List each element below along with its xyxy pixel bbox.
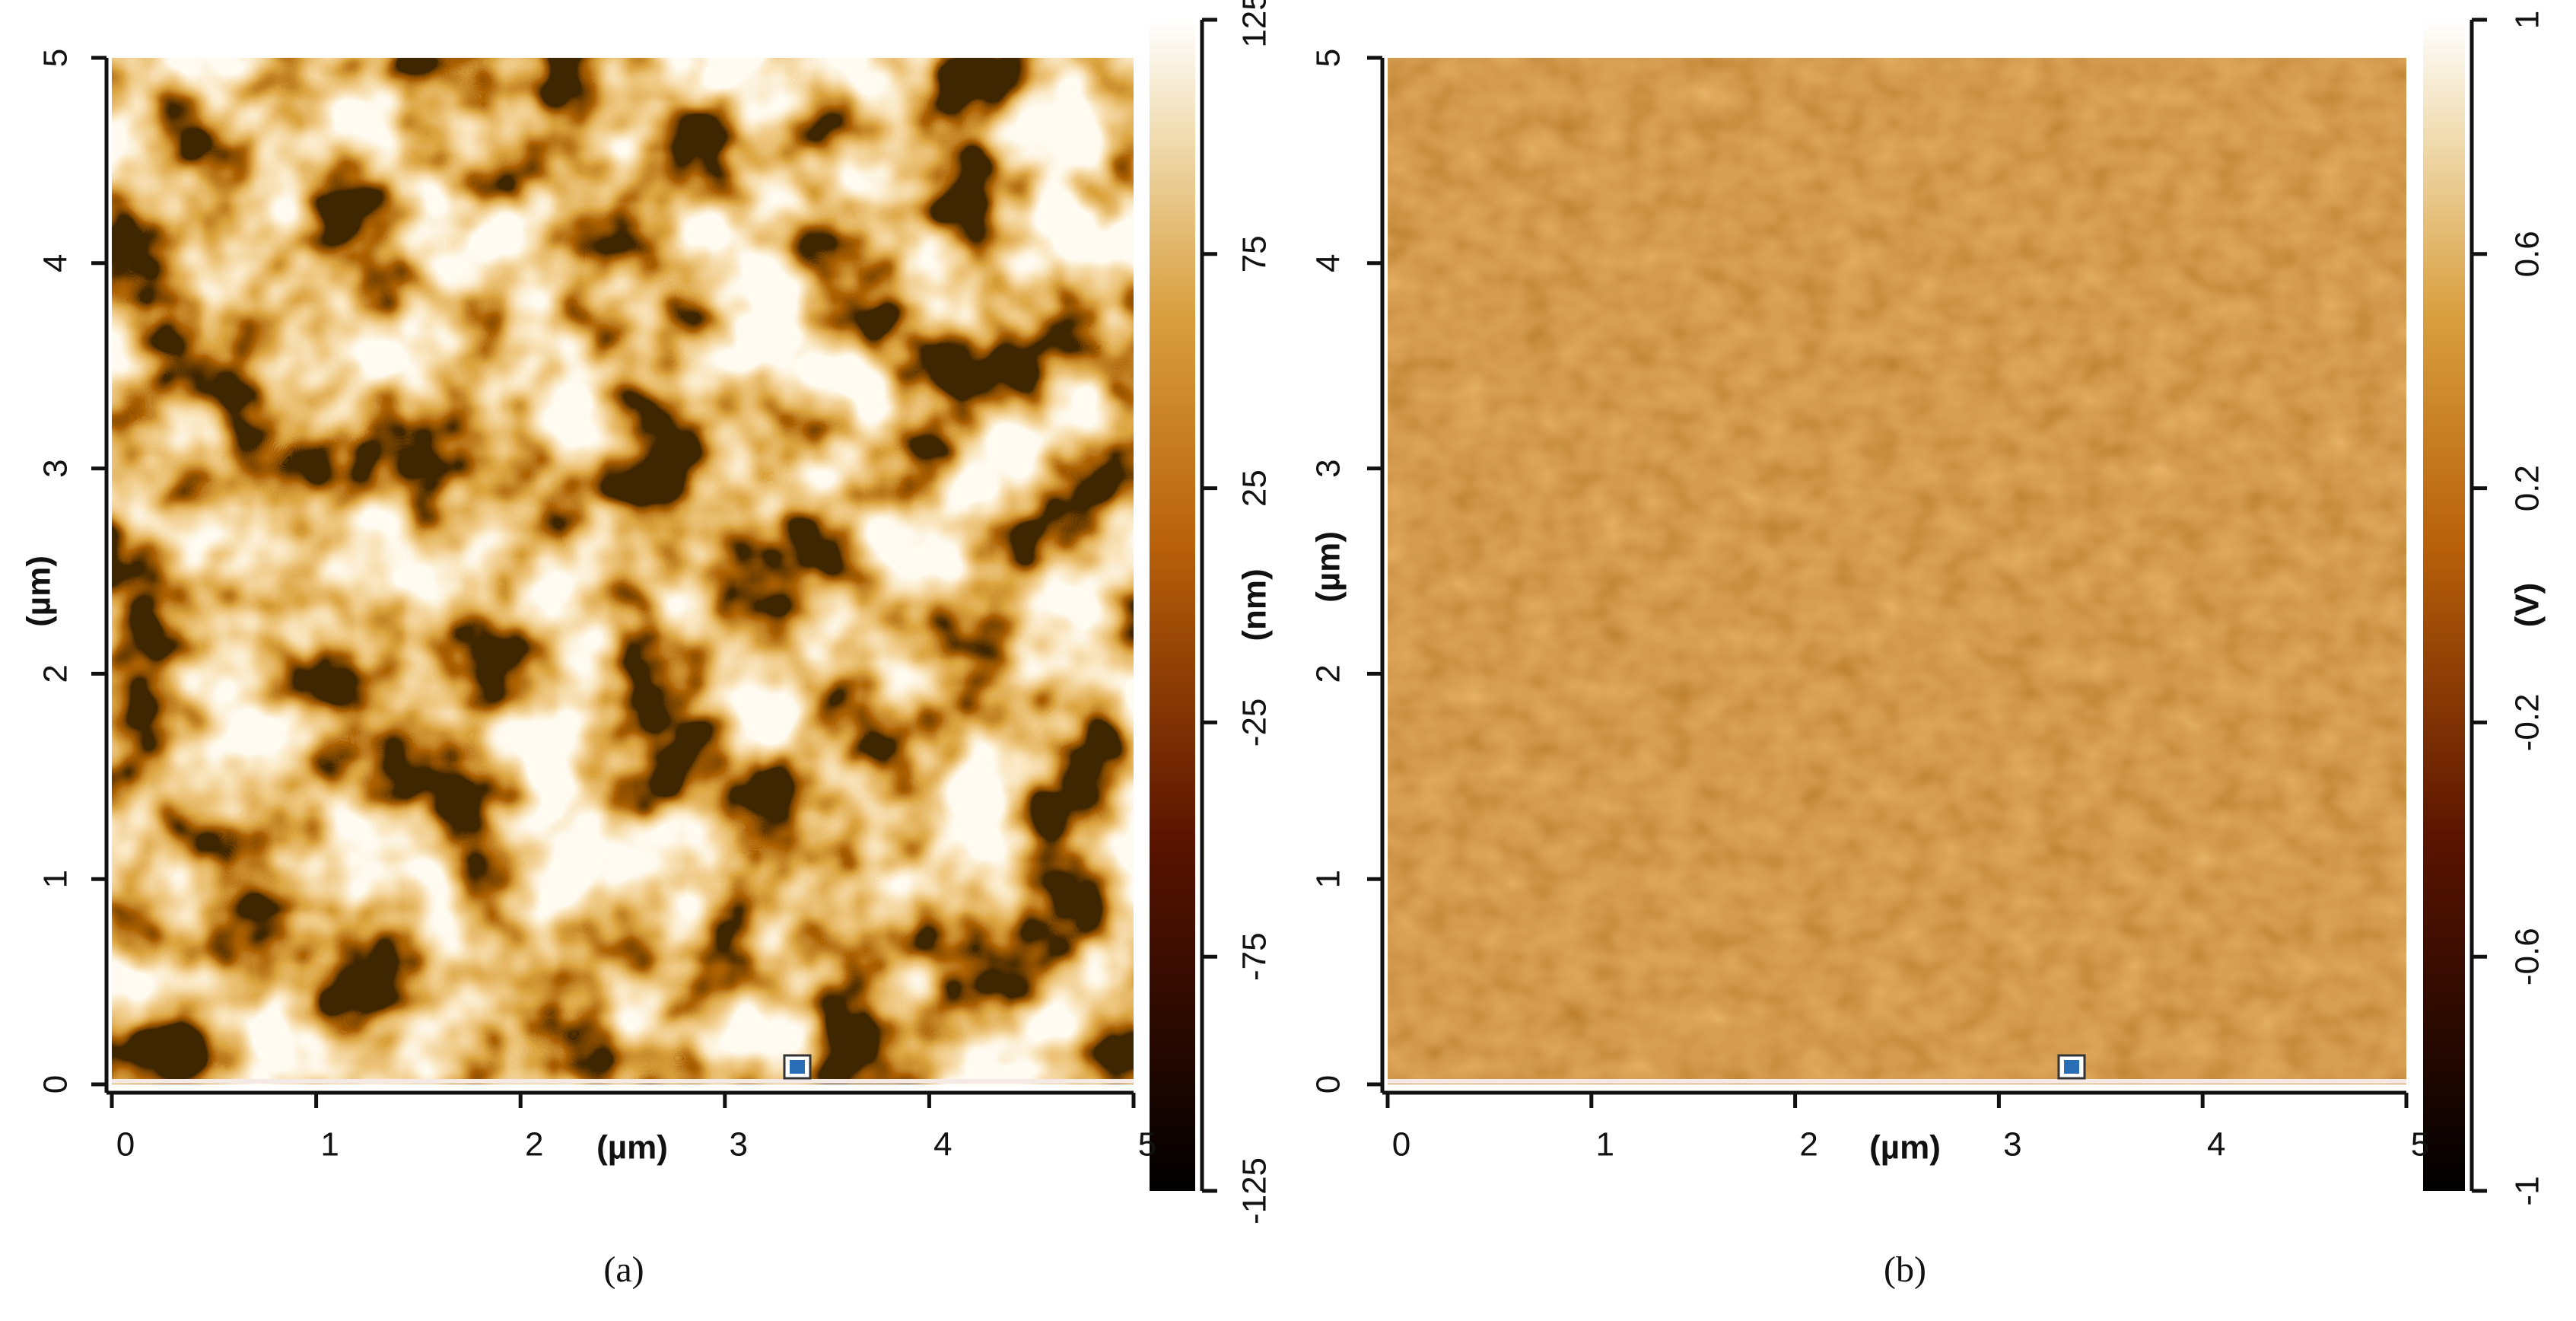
topography-image (112, 58, 1134, 1084)
colorbar-tick-label: -0.2 (2509, 693, 2546, 751)
colorbar-label: (V) (2509, 583, 2546, 628)
y-tick-label: 3 (1310, 459, 1347, 477)
potential-image (1388, 58, 2406, 1084)
y-tick-label: 0 (37, 1075, 75, 1093)
colorbar-tick-label: -75 (1236, 932, 1274, 981)
marker (783, 1054, 812, 1080)
scan-edge (1388, 1079, 2406, 1084)
x-axis-label: (µm) (596, 1129, 668, 1167)
x-tick-label: 2 (1799, 1126, 1818, 1163)
y-tick-label: 1 (37, 870, 75, 888)
colorbar-label: (nm) (1236, 568, 1274, 641)
y-tick-label: 3 (37, 459, 75, 477)
colorbar (1150, 20, 1195, 1191)
x-tick-label: 3 (730, 1126, 748, 1163)
colorbar-tick-label: 0.6 (2509, 231, 2546, 277)
y-axis-label: (µm) (21, 555, 58, 627)
scan-edge (112, 1079, 1134, 1084)
y-tick-label: 5 (1310, 49, 1347, 67)
x-tick-label: 2 (525, 1126, 543, 1163)
y-tick-label: 2 (1310, 664, 1347, 683)
colorbar-tick-label: 0.2 (2509, 465, 2546, 511)
y-tick-label: 4 (37, 254, 75, 272)
colorbar-tick-label: -1 (2509, 1176, 2546, 1205)
x-tick-label: 5 (1138, 1126, 1156, 1163)
x-tick-label: 0 (116, 1126, 135, 1163)
panel-caption: (a) (603, 1249, 644, 1290)
x-tick-label: 5 (2411, 1126, 2429, 1163)
x-tick-label: 0 (1392, 1126, 1410, 1163)
y-tick-label: 1 (1310, 870, 1347, 888)
x-tick-label: 4 (933, 1126, 952, 1163)
panel-caption: (b) (1884, 1249, 1926, 1290)
y-tick-label: 2 (37, 664, 75, 683)
y-tick-label: 5 (37, 49, 75, 67)
y-axis-label: (µm) (1310, 531, 1347, 603)
colorbar-tick-label: -25 (1236, 699, 1274, 747)
colorbar-tick-label: -125 (1236, 1157, 1274, 1224)
colorbar-tick-label: 75 (1236, 235, 1274, 272)
x-tick-label: 3 (2003, 1126, 2021, 1163)
x-axis-label: (µm) (1869, 1129, 1941, 1167)
colorbar (2423, 20, 2465, 1191)
colorbar-tick-label: -0.6 (2509, 928, 2546, 985)
y-tick-label: 4 (1310, 254, 1347, 272)
x-tick-label: 1 (1596, 1126, 1614, 1163)
x-tick-label: 4 (2207, 1126, 2225, 1163)
y-tick-label: 0 (1310, 1075, 1347, 1093)
colorbar-tick-label: 25 (1236, 470, 1274, 507)
marker (2057, 1054, 2086, 1080)
x-tick-label: 1 (320, 1126, 339, 1163)
colorbar-tick-label: 1 (2509, 11, 2546, 29)
colorbar-tick-label: 125 (1236, 0, 1274, 48)
